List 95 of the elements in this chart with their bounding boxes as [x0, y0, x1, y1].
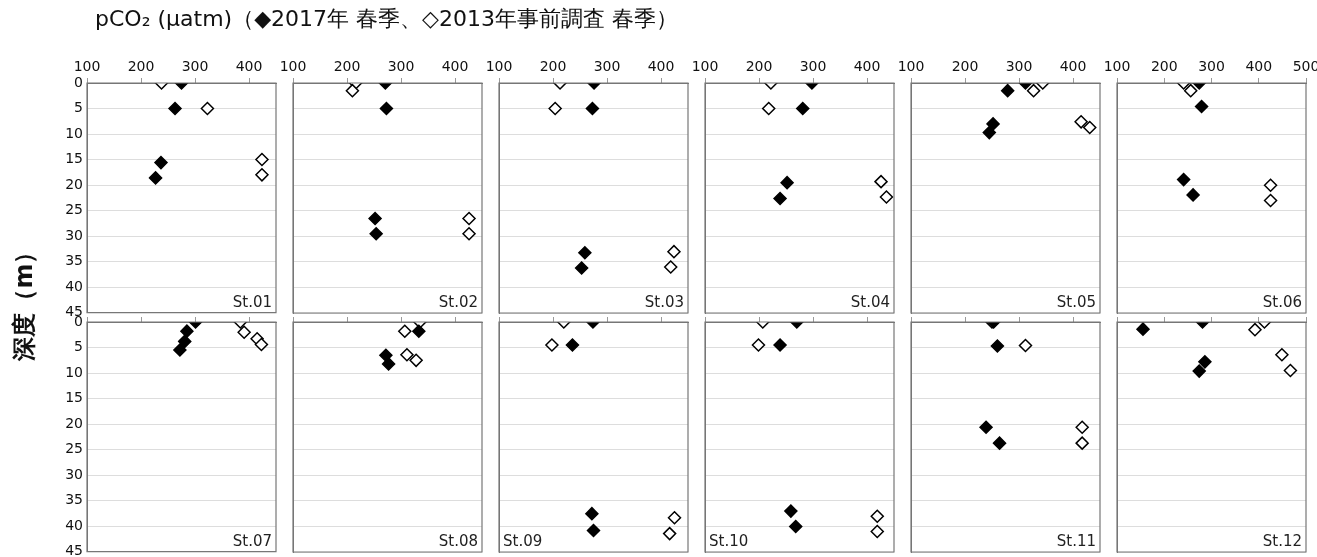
x-tick-label: 300 [1005, 58, 1033, 75]
point [1283, 363, 1298, 378]
point [1248, 322, 1262, 337]
x-tick-label: 200 [127, 58, 155, 75]
x-tick-label: 100 [279, 58, 307, 75]
x-tick-label: 400 [853, 58, 881, 75]
y-tick-label: 10 [65, 363, 83, 380]
y-tick-label: 45 [65, 542, 83, 557]
x-tick-label: 100 [897, 58, 925, 75]
y-tick-label: 30 [65, 226, 83, 243]
y-tick-label: 15 [65, 150, 83, 167]
point [1263, 193, 1278, 208]
point [412, 324, 426, 338]
point [667, 511, 682, 525]
y-tick-label: 35 [65, 252, 83, 269]
y-tick-label: 20 [65, 414, 83, 431]
point [381, 357, 396, 371]
annotation: St.05 [1056, 293, 1096, 312]
annotation: St.02 [438, 293, 478, 312]
point [870, 524, 885, 539]
point [409, 353, 423, 368]
point [788, 519, 803, 534]
text: pCO₂ (μatm)（◆2017年 春季、◇2013年事前調査 春季） [95, 5, 678, 33]
x-tick-label: 100 [1103, 58, 1131, 75]
y-tick-label: 5 [74, 99, 83, 116]
annotation: St.11 [1056, 532, 1096, 551]
y-tick-label: 10 [65, 124, 83, 141]
annotation: St.01 [232, 292, 272, 311]
x-tick-label: 100 [73, 58, 101, 75]
point [1198, 355, 1212, 369]
x-tick-label: 300 [799, 58, 827, 75]
y-tick-label: 20 [65, 175, 83, 192]
x-tick-label: 300 [181, 58, 209, 75]
point [1136, 322, 1150, 336]
point [1074, 115, 1088, 129]
point [784, 504, 798, 518]
x-tick-label: 400 [1245, 58, 1273, 75]
point [663, 260, 678, 274]
point [982, 125, 997, 140]
point [586, 523, 601, 538]
x-tick-label: 100 [691, 58, 719, 75]
x-tick-label: 400 [647, 58, 675, 75]
x-tick-label: 300 [387, 58, 415, 75]
annotation: St.08 [438, 532, 478, 551]
point [667, 244, 681, 259]
x-tick-label: 400 [235, 58, 263, 75]
annotation: St.03 [644, 293, 684, 312]
point [574, 261, 589, 275]
point [780, 175, 794, 190]
x-tick-label: 200 [1150, 58, 1178, 75]
point [255, 168, 269, 182]
point [148, 171, 163, 185]
point [585, 506, 599, 521]
y-tick-label: 30 [65, 465, 83, 482]
point [400, 347, 414, 362]
point [255, 152, 269, 167]
y-tick-label: 5 [74, 338, 83, 355]
x-tick-label: 200 [745, 58, 773, 75]
point [1263, 178, 1278, 192]
annotation: St.04 [850, 293, 890, 312]
point [1192, 364, 1206, 378]
y-tick-label: 25 [65, 201, 83, 218]
x-tick-label: 200 [539, 58, 567, 75]
point [870, 509, 885, 523]
x-tick-label: 200 [333, 58, 361, 75]
y-axis-title: 深度（m） [9, 239, 39, 361]
point [879, 190, 894, 204]
y-tick-label: 40 [65, 277, 83, 294]
x-tick-label: 400 [441, 58, 469, 75]
point [578, 245, 592, 260]
point [986, 117, 1000, 131]
y-tick-label: 35 [65, 491, 83, 508]
x-tick-label: 100 [485, 58, 513, 75]
point [1186, 188, 1200, 202]
point [773, 191, 787, 206]
point [1082, 120, 1097, 135]
y-tick-label: 40 [65, 516, 83, 533]
y-tick-label: 15 [65, 389, 83, 406]
point [662, 526, 677, 541]
point [1275, 347, 1289, 362]
x-tick-label: 300 [1198, 58, 1225, 75]
annotation: St.09 [503, 532, 543, 551]
x-tick-label: 400 [1059, 58, 1087, 75]
y-tick-label: 0 [74, 73, 83, 90]
point [874, 174, 888, 189]
y-tick-label: 25 [65, 440, 83, 457]
x-tick-label: 200 [951, 58, 979, 75]
point [1176, 172, 1191, 187]
x-tick-label: 300 [593, 58, 621, 75]
annotation: St.10 [709, 532, 749, 551]
annotation: St.06 [1262, 293, 1302, 312]
annotation: St.12 [1262, 532, 1302, 551]
annotation: St.07 [232, 531, 272, 550]
point [398, 324, 412, 338]
point [154, 155, 168, 170]
